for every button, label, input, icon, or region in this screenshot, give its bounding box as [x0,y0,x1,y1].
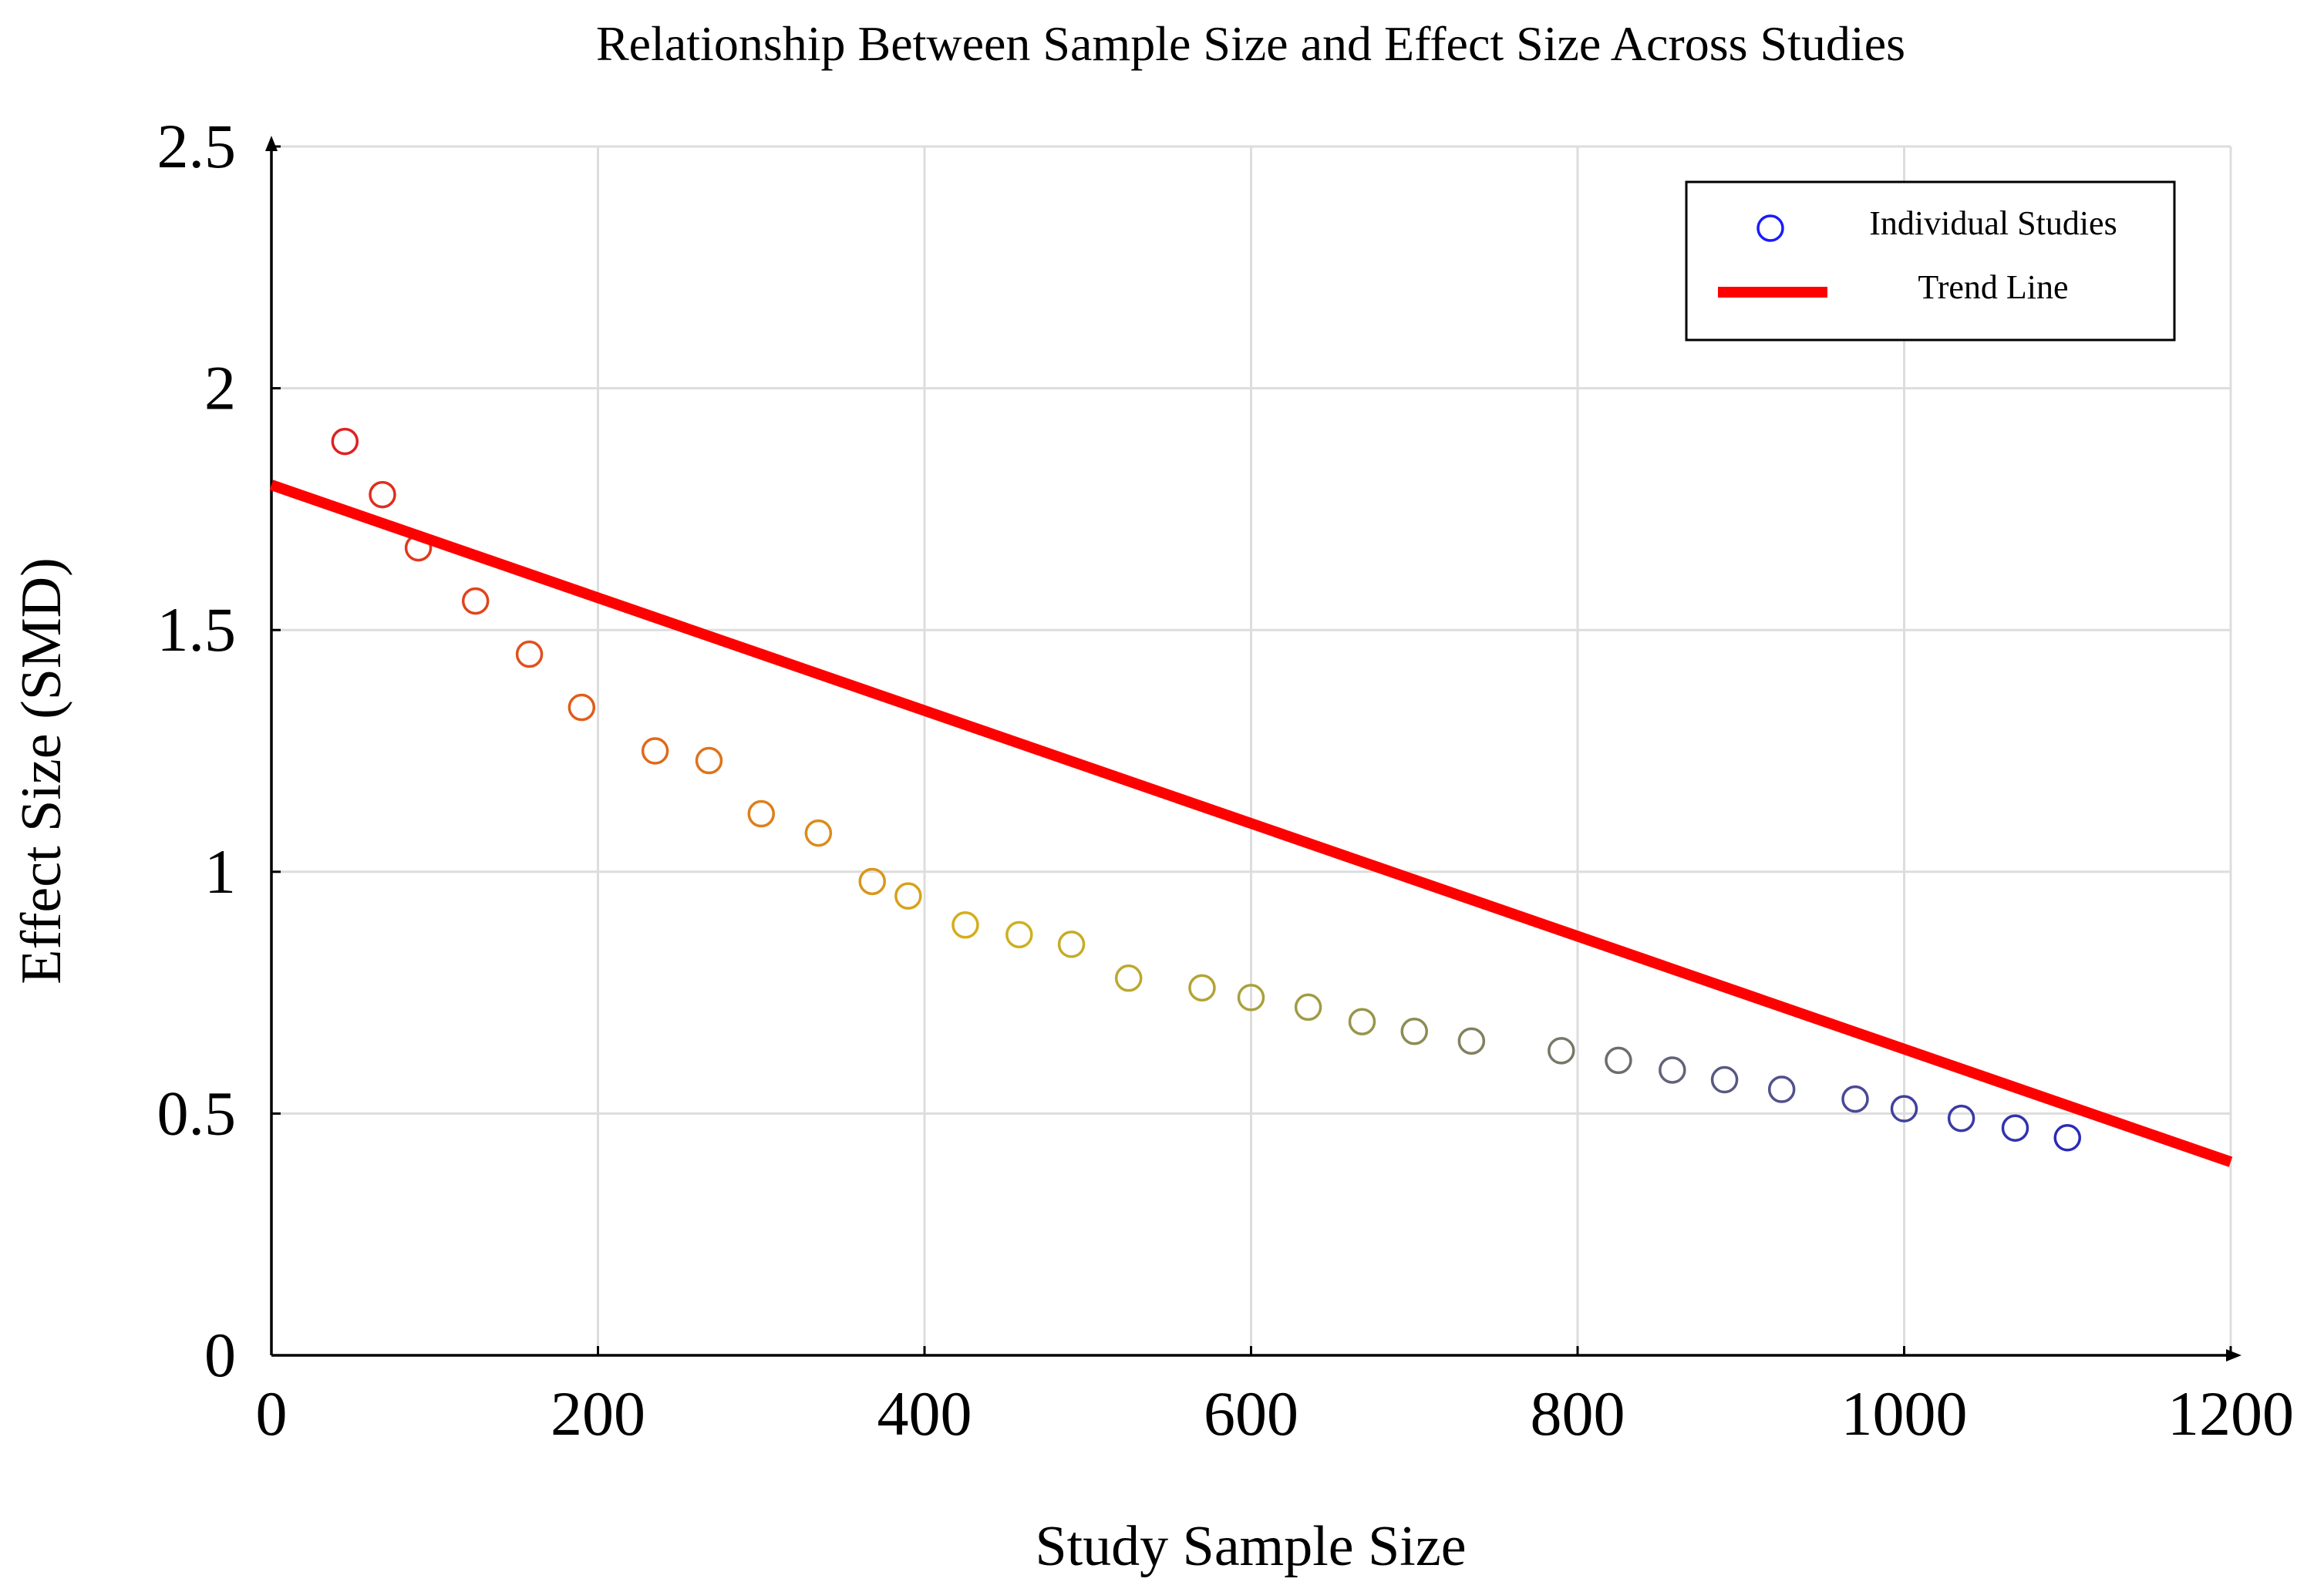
y-tick-label: 0.5 [157,1078,237,1148]
y-tick-label: 2.5 [157,111,237,181]
trend-line [269,480,2233,1167]
tick-labels: 0 200 400 600 800 1000 1200 0 0.5 1 1.5 2 2.5 [157,111,2295,1449]
data-point [695,746,723,775]
data-point [568,693,596,722]
data-point [1659,1056,1686,1084]
data-point [1005,921,1033,949]
data-point [461,587,490,615]
data-point [1237,984,1265,1011]
data-point [1710,1065,1739,1094]
data-point [1767,1075,1796,1103]
data-point [1890,1095,1918,1122]
data-point [747,799,775,828]
data-point [1548,1037,1575,1065]
data-point [804,819,833,847]
legend-label-individual-studies: Individual Studies [1869,204,2117,242]
data-point [1348,1008,1376,1035]
x-tick-label: 1200 [2167,1378,2294,1449]
data-point [1057,931,1086,958]
x-axis-title: Study Sample Size [1035,1515,1466,1578]
chart-title: Relationship Between Sample Size and Eff… [596,16,1905,71]
data-point [515,640,544,668]
data-point [1947,1104,1975,1133]
y-tick-label: 1.5 [157,594,237,665]
x-axis-arrow [2226,1349,2241,1361]
data-point [1400,1018,1428,1045]
y-axis-arrow [265,136,278,151]
data-point [2053,1124,2081,1152]
data-point [1605,1046,1632,1075]
legend-marker-individual-studies [1756,214,1784,242]
legend: Individual Studies Trend Line [1685,180,2176,342]
data-point [1114,964,1143,992]
x-tick-label: 800 [1531,1378,1625,1449]
x-tick-label: 0 [256,1378,288,1449]
data-point [951,911,979,939]
y-tick-label: 1 [204,836,236,907]
data-point [858,867,886,896]
y-tick-label: 2 [204,353,236,423]
data-point [1457,1027,1486,1055]
x-tick-label: 400 [877,1378,972,1449]
data-series [269,427,2233,1167]
legend-box [1685,180,2176,342]
x-tick-label: 600 [1204,1378,1298,1449]
axes [265,136,2241,1361]
data-point [369,480,396,509]
x-tick-label: 200 [551,1378,645,1449]
x-tick-label: 1000 [1841,1378,1968,1449]
data-point [641,737,669,765]
data-point [2001,1114,2029,1142]
legend-label-trend-line: Trend Line [1918,268,2068,306]
data-point [1294,993,1322,1022]
grid [271,145,2232,1355]
data-point [1841,1085,1869,1113]
y-axis-title: Effect Size (SMD) [10,557,73,984]
data-point [1188,974,1216,1002]
y-tick-label: 0 [204,1320,236,1390]
data-point [894,882,922,910]
data-point [331,427,359,456]
